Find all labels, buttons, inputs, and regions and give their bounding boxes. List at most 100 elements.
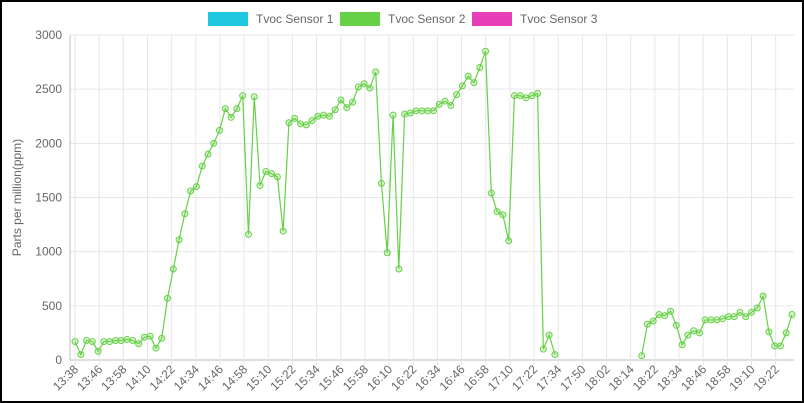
data-point[interactable] xyxy=(337,96,345,104)
data-point[interactable] xyxy=(389,111,397,119)
data-point[interactable] xyxy=(100,338,108,346)
legend-swatch-2[interactable] xyxy=(340,12,380,26)
data-point[interactable] xyxy=(447,101,455,109)
data-point[interactable] xyxy=(221,105,229,113)
data-point[interactable] xyxy=(372,68,380,76)
data-point[interactable] xyxy=(435,100,443,108)
data-point[interactable] xyxy=(273,173,281,181)
data-point[interactable] xyxy=(453,91,461,99)
data-point[interactable] xyxy=(198,162,206,170)
data-point[interactable] xyxy=(204,150,212,158)
data-point[interactable] xyxy=(534,90,542,97)
data-point[interactable] xyxy=(742,313,750,321)
data-point[interactable] xyxy=(661,312,669,320)
data-point[interactable] xyxy=(343,104,351,112)
data-point[interactable] xyxy=(349,98,357,106)
data-point[interactable] xyxy=(748,308,756,316)
data-point[interactable] xyxy=(458,82,466,90)
data-point[interactable] xyxy=(690,327,698,335)
data-point[interactable] xyxy=(83,337,91,344)
data-point[interactable] xyxy=(545,331,553,339)
data-point[interactable] xyxy=(430,107,437,115)
data-point[interactable] xyxy=(406,109,414,117)
data-point[interactable] xyxy=(377,179,385,187)
data-point[interactable] xyxy=(308,117,316,125)
data-point[interactable] xyxy=(366,84,374,92)
data-point[interactable] xyxy=(227,113,235,121)
data-point[interactable] xyxy=(724,313,732,321)
data-point[interactable] xyxy=(146,332,154,340)
data-point[interactable] xyxy=(169,265,177,273)
data-point[interactable] xyxy=(158,334,166,342)
data-point[interactable] xyxy=(522,94,530,102)
data-point[interactable] xyxy=(771,342,779,350)
data-point[interactable] xyxy=(678,341,686,349)
data-point[interactable] xyxy=(279,227,287,235)
data-point[interactable] xyxy=(707,316,715,324)
data-point[interactable] xyxy=(782,329,790,337)
data-point[interactable] xyxy=(528,92,536,100)
legend-label-3[interactable]: Tvoc Sensor 3 xyxy=(520,12,598,26)
data-point[interactable] xyxy=(175,236,183,244)
data-point[interactable] xyxy=(684,331,692,339)
data-point[interactable] xyxy=(250,93,258,101)
data-point[interactable] xyxy=(649,317,657,325)
data-point[interactable] xyxy=(123,335,131,343)
data-point[interactable] xyxy=(487,189,495,197)
data-point[interactable] xyxy=(424,107,432,115)
data-point[interactable] xyxy=(470,79,478,87)
legend-label-2[interactable]: Tvoc Sensor 2 xyxy=(388,12,466,26)
data-point[interactable] xyxy=(695,329,703,337)
data-point[interactable] xyxy=(71,338,79,346)
data-point[interactable] xyxy=(482,47,490,55)
data-point[interactable] xyxy=(256,182,264,190)
data-point[interactable] xyxy=(262,168,270,175)
data-point[interactable] xyxy=(476,64,484,71)
data-point[interactable] xyxy=(331,106,339,114)
data-point[interactable] xyxy=(302,121,310,129)
data-point[interactable] xyxy=(140,333,148,341)
legend-label-1[interactable]: Tvoc Sensor 1 xyxy=(256,12,334,26)
data-point[interactable] xyxy=(88,338,96,346)
data-point[interactable] xyxy=(77,351,85,359)
data-point[interactable] xyxy=(297,120,305,128)
data-point[interactable] xyxy=(285,119,293,127)
data-point[interactable] xyxy=(516,92,524,100)
data-point[interactable] xyxy=(106,338,114,346)
data-point[interactable] xyxy=(383,249,391,257)
data-point[interactable] xyxy=(244,230,252,238)
data-point[interactable] xyxy=(187,187,195,195)
data-point[interactable] xyxy=(736,308,744,316)
data-point[interactable] xyxy=(539,345,547,353)
data-point[interactable] xyxy=(765,328,773,336)
data-point[interactable] xyxy=(181,210,189,218)
data-point[interactable] xyxy=(129,337,137,344)
data-point[interactable] xyxy=(551,351,559,359)
data-point[interactable] xyxy=(314,112,322,120)
data-point[interactable] xyxy=(152,344,160,352)
data-point[interactable] xyxy=(418,107,426,115)
data-point[interactable] xyxy=(401,110,409,118)
data-point[interactable] xyxy=(360,80,368,88)
data-point[interactable] xyxy=(505,237,513,245)
data-point[interactable] xyxy=(320,111,328,119)
data-point[interactable] xyxy=(493,208,501,216)
data-point[interactable] xyxy=(510,92,518,100)
data-point[interactable] xyxy=(499,211,507,219)
data-point[interactable] xyxy=(325,112,333,120)
data-point[interactable] xyxy=(667,307,675,315)
data-point[interactable] xyxy=(164,294,172,302)
data-point[interactable] xyxy=(291,114,299,122)
data-point[interactable] xyxy=(239,92,247,100)
data-point[interactable] xyxy=(788,311,796,318)
legend-swatch-3[interactable] xyxy=(472,12,512,26)
data-point[interactable] xyxy=(638,352,646,360)
data-point[interactable] xyxy=(713,316,721,324)
data-point[interactable] xyxy=(135,340,143,348)
data-point[interactable] xyxy=(655,311,663,318)
data-point[interactable] xyxy=(672,321,680,329)
data-point[interactable] xyxy=(216,126,224,134)
data-point[interactable] xyxy=(354,83,362,91)
data-point[interactable] xyxy=(719,315,727,323)
data-point[interactable] xyxy=(441,97,449,105)
